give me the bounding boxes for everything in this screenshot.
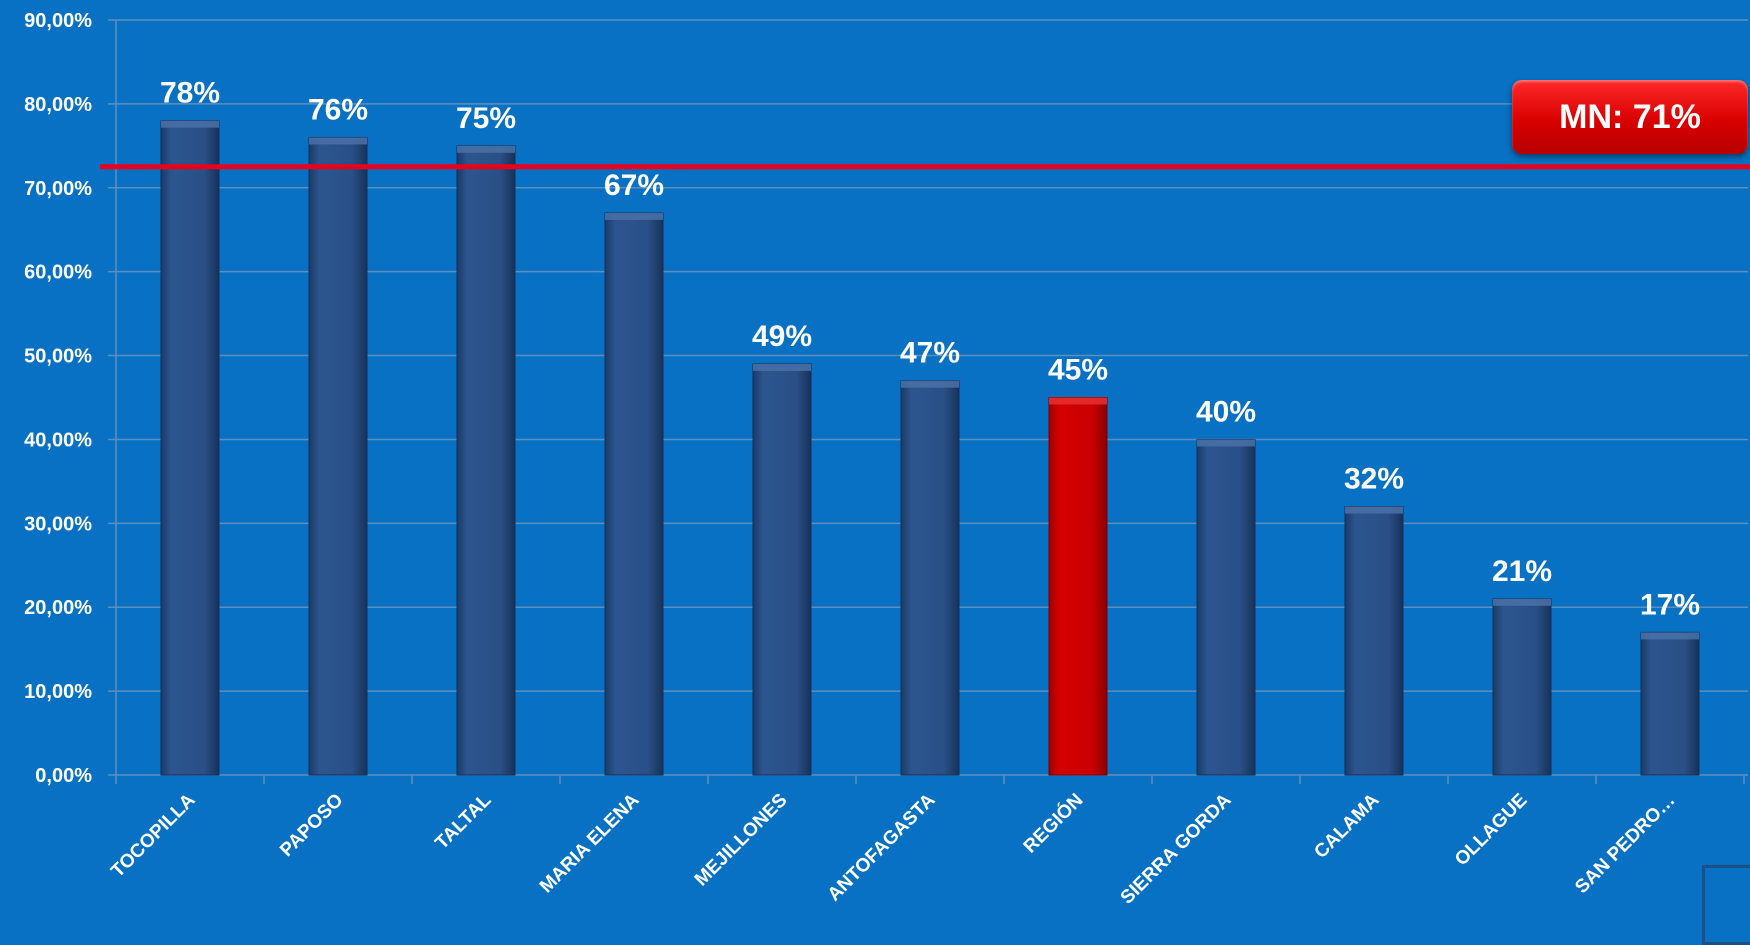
bar (160, 120, 220, 776)
bar (900, 380, 960, 776)
y-tick-label: 20,00% (24, 597, 92, 619)
x-category-label: TALTAL (431, 789, 495, 853)
bar (1492, 598, 1552, 776)
x-category-label: TOCOPILLA (107, 789, 199, 881)
data-label: 67% (604, 169, 664, 202)
bar-top (901, 380, 959, 388)
data-label: 32% (1344, 463, 1404, 496)
bar-top (1641, 632, 1699, 640)
x-category-label: MARIA ELENA (536, 789, 644, 897)
data-label: 40% (1196, 395, 1256, 428)
x-category-label: CALAMA (1310, 789, 1383, 862)
x-category-label: OLLAGUE (1451, 790, 1532, 871)
bar-top (1345, 506, 1403, 514)
bar (1640, 631, 1700, 776)
x-category-label: MEJILLONES (691, 790, 792, 891)
y-tick-label: 60,00% (24, 262, 92, 284)
data-label: 78% (160, 77, 220, 110)
bar-top (1493, 598, 1551, 606)
x-category-label: REGIÓN (1019, 789, 1088, 858)
data-label: 49% (752, 320, 812, 353)
data-label: 17% (1640, 588, 1700, 621)
bar-top (457, 145, 515, 153)
bar (1048, 397, 1108, 776)
data-label: 45% (1048, 354, 1108, 387)
bar-top (753, 363, 811, 371)
bar (1344, 506, 1404, 776)
bar (752, 363, 812, 776)
x-category-label: SAN PEDRO… (1571, 790, 1679, 898)
bar (604, 212, 664, 776)
y-tick-label: 90,00% (24, 10, 92, 32)
reference-line-label: MN: 71% (1512, 80, 1748, 154)
data-label: 47% (900, 337, 960, 370)
y-tick-label: 40,00% (24, 429, 92, 451)
data-label: 75% (456, 102, 516, 135)
bar-top (309, 137, 367, 145)
y-tick-label: 70,00% (24, 178, 92, 200)
bar-top (1049, 397, 1107, 405)
x-category-label: SIERRA GORDA (1117, 789, 1236, 908)
bar-top (161, 120, 219, 128)
bar-top (605, 212, 663, 220)
y-tick-label: 50,00% (24, 346, 92, 368)
y-tick-label: 80,00% (24, 94, 92, 116)
bar (456, 145, 516, 776)
x-category-label: ANTOFAGASTA (824, 789, 940, 905)
data-label: 76% (308, 93, 368, 126)
x-category-label: PAPOSO (276, 790, 347, 861)
y-tick-label: 10,00% (24, 681, 92, 703)
corner-frame (1702, 865, 1750, 945)
bar-top (1197, 439, 1255, 447)
bar (1196, 438, 1256, 776)
data-label: 21% (1492, 555, 1552, 588)
bar (308, 136, 368, 776)
y-tick-label: 0,00% (35, 765, 92, 787)
y-tick-label: 30,00% (24, 513, 92, 535)
